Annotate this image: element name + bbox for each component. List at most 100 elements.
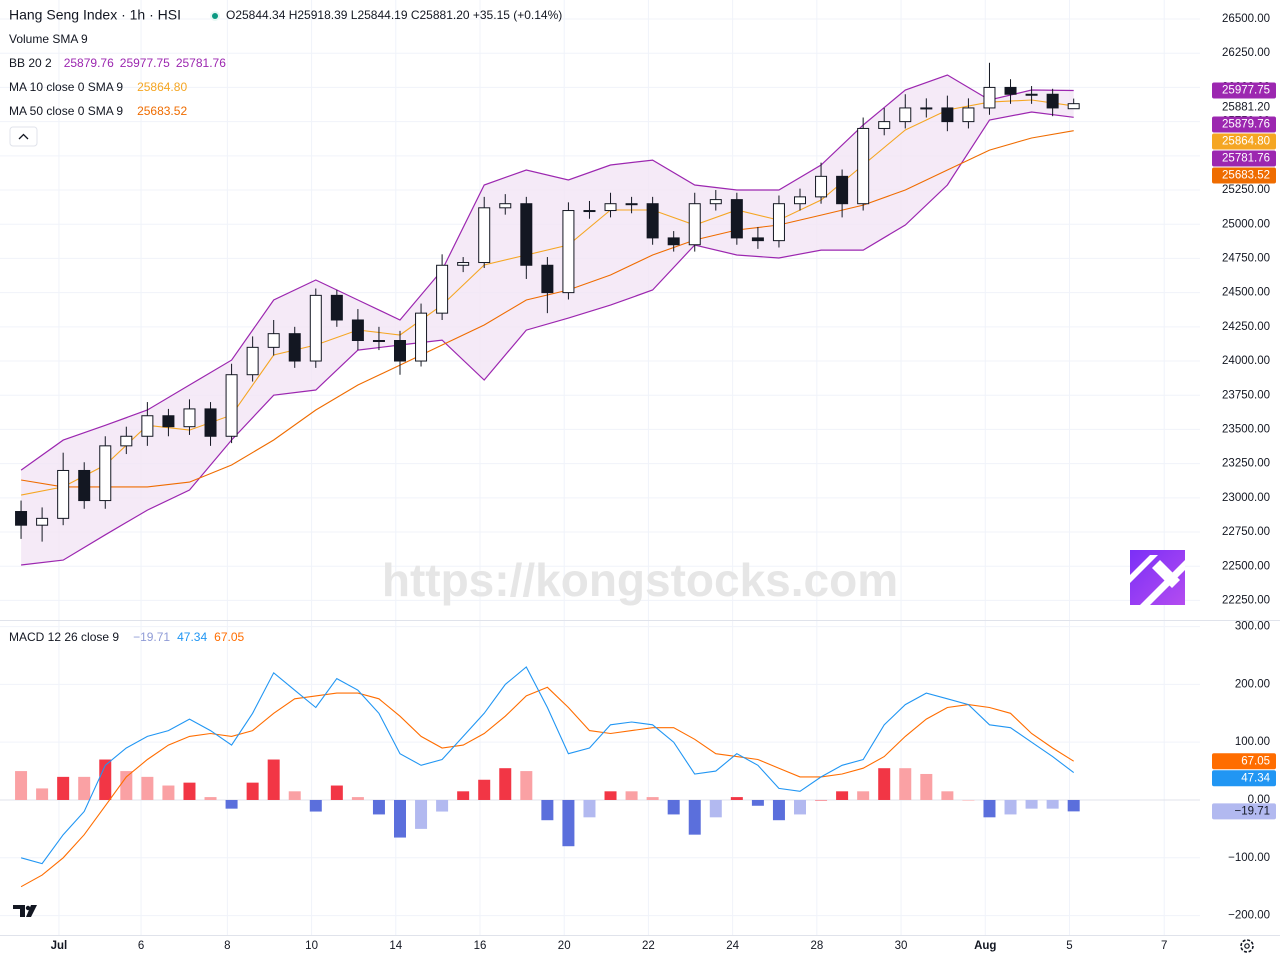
histogram-bar [751, 799, 764, 806]
price-tag-label: 25864.80 [1222, 135, 1270, 147]
candle-body [794, 196, 806, 205]
candle-body [478, 207, 491, 264]
histogram-bar [436, 799, 449, 812]
settings-icon[interactable] [1240, 939, 1254, 953]
histogram-bar [604, 791, 617, 800]
price-tag [1212, 150, 1276, 167]
candle-body [1025, 93, 1038, 96]
candle-body [436, 264, 449, 314]
histogram-bar [541, 799, 554, 821]
candle-body [141, 415, 154, 437]
bb-value: 25879.76 [64, 56, 114, 70]
histogram-bar [899, 768, 912, 800]
price-tag-label: 25683.52 [1222, 169, 1270, 181]
y-tick-label: 24500.00 [1222, 287, 1270, 299]
price-tag [1212, 133, 1276, 150]
x-tick-label: 20 [558, 940, 571, 952]
histogram-bar [1025, 799, 1038, 809]
x-tick-label: 5 [1066, 940, 1072, 952]
price-tag [1212, 770, 1276, 787]
chevron-icon[interactable] [18, 133, 29, 140]
histogram-bar [372, 799, 385, 815]
price-tag-label: 25881.20 [1222, 101, 1270, 113]
histogram-bar [267, 759, 280, 800]
ma-label: MA 50 close 0 SMA 9 [9, 104, 123, 118]
y-tick-label: 25250.00 [1222, 184, 1270, 196]
candle-body [78, 469, 91, 502]
histogram-bar [730, 797, 743, 800]
candle-body [394, 340, 406, 362]
y-tick-label: 300.00 [1235, 621, 1270, 633]
histogram-bar [857, 791, 870, 800]
histogram-bar [246, 782, 259, 800]
histogram-bar [57, 776, 70, 800]
macd-pane [0, 666, 1200, 888]
symbol-title: Hang Seng Index · 1h · HSI [9, 7, 181, 23]
x-tick-label: Jul [51, 940, 68, 952]
macd-label: MACD 12 26 close 9 [9, 630, 119, 644]
collapse-button[interactable] [9, 126, 38, 147]
histogram-bar [562, 799, 575, 847]
y-tick-label: 22250.00 [1222, 594, 1270, 606]
candle-body [351, 319, 364, 342]
y-tick-label: 26500.00 [1222, 13, 1270, 25]
x-tick-label: 7 [1161, 940, 1167, 952]
macd-value: −19.71 [133, 630, 170, 644]
candle-body [815, 175, 828, 198]
candle-body [288, 333, 301, 362]
price-tag-label: 25879.76 [1222, 118, 1270, 130]
candle-body [499, 203, 512, 209]
bb-upper [20, 74, 1074, 471]
candle-body [646, 203, 659, 239]
x-tick-label: 24 [726, 940, 739, 952]
histogram-bar [520, 771, 533, 800]
candle-body [267, 333, 280, 348]
ma-line [20, 99, 1074, 496]
histogram-bar [162, 785, 175, 800]
candle-body [836, 175, 849, 205]
histogram-bar [1004, 799, 1017, 815]
candle-body [772, 203, 785, 242]
histogram-bar [288, 791, 301, 800]
candle-body [15, 511, 28, 526]
candle-body [709, 199, 722, 205]
x-tick-label: 22 [642, 940, 655, 952]
gear-hub[interactable] [1244, 943, 1250, 949]
candle-body [204, 408, 217, 437]
ma-value: 25683.52 [137, 104, 187, 118]
histogram-bar [15, 771, 28, 800]
ma-value: 25864.80 [137, 80, 187, 94]
candle-body [730, 199, 743, 239]
gear[interactable] [1240, 939, 1254, 953]
candle-body [36, 517, 49, 526]
candle-body [1067, 103, 1080, 110]
histogram-bar [141, 776, 154, 800]
candle-body [225, 374, 238, 437]
histogram-bar [920, 773, 933, 800]
histogram-bar [499, 768, 512, 800]
histogram-bar [120, 771, 133, 800]
y-tick-label: 100.00 [1235, 736, 1270, 748]
macd-value: 67.05 [214, 630, 244, 644]
x-tick-label: 10 [305, 940, 318, 952]
candle-body [920, 107, 933, 110]
button-frame[interactable] [9, 126, 38, 147]
histogram-bar [815, 799, 828, 801]
ohlc-values: O25844.34 H25918.39 L25844.19 C25881.20 … [226, 8, 562, 22]
logo-part [26, 905, 37, 917]
candle-body [899, 107, 912, 123]
histogram-bar [794, 799, 806, 815]
histogram-bar [646, 797, 659, 800]
candle-body [983, 86, 996, 109]
y-tick-label: 23250.00 [1222, 458, 1270, 470]
x-tick-label: 14 [389, 940, 402, 952]
price-tag [1212, 167, 1276, 184]
x-tick-label: 6 [138, 940, 144, 952]
candle-body [520, 203, 533, 266]
candle-body [878, 121, 891, 129]
histogram-bar [99, 759, 112, 800]
candle-body [99, 445, 112, 502]
histogram-bar [667, 799, 680, 815]
histogram-bar [836, 791, 849, 800]
x-tick-label: 28 [810, 940, 823, 952]
